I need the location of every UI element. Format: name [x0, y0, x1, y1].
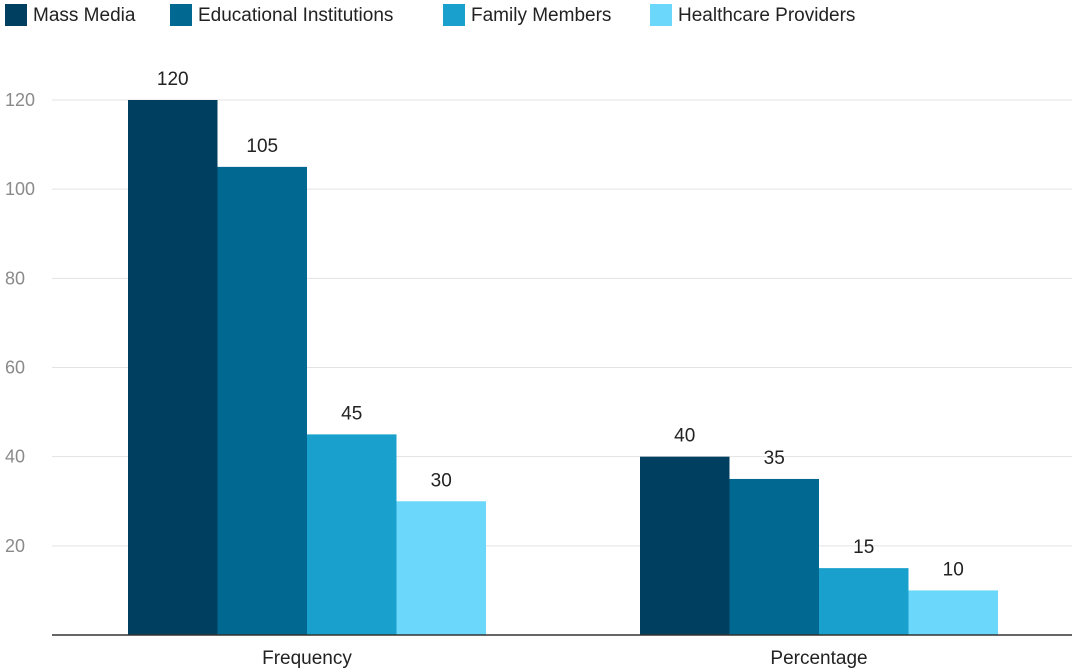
legend-label-3: Healthcare Providers	[678, 5, 855, 26]
data-label: 30	[431, 470, 452, 491]
legend-label-1: Educational Institutions	[198, 5, 393, 26]
y-tick-label: 120	[5, 90, 35, 110]
bar-frequency-2	[307, 434, 397, 635]
bar-frequency-1	[217, 166, 307, 635]
y-tick-label: 80	[5, 268, 25, 288]
y-tick-label: 60	[5, 358, 25, 378]
legend: Mass Media Educational Institutions Family…	[5, 4, 855, 26]
bar-percentage-1	[729, 478, 819, 635]
legend-swatch-0	[5, 4, 27, 26]
legend-swatch-2	[443, 4, 465, 26]
data-label: 15	[853, 537, 874, 558]
bar-frequency-0	[128, 100, 218, 635]
data-label: 35	[764, 448, 785, 469]
bar-percentage-0	[640, 456, 730, 635]
y-tick-label: 20	[5, 536, 25, 556]
data-label: 40	[674, 426, 695, 447]
x-axis: Frequency Percentage	[52, 634, 1072, 669]
data-label: 10	[943, 559, 964, 580]
data-label: 45	[341, 403, 362, 424]
y-axis: 20 40 60 80 100 120	[5, 90, 35, 556]
legend-label-2: Family Members	[471, 5, 611, 26]
legend-swatch-1	[170, 4, 192, 26]
legend-swatch-3	[650, 4, 672, 26]
legend-label-0: Mass Media	[33, 5, 136, 26]
bars: 120 105 45 30 40 35 15 10	[128, 69, 998, 635]
x-category-label: Frequency	[262, 648, 352, 669]
data-label: 120	[157, 69, 189, 90]
bar-percentage-3	[908, 590, 998, 635]
y-tick-label: 100	[5, 179, 35, 199]
x-category-label: Percentage	[770, 648, 867, 669]
y-tick-label: 40	[5, 447, 25, 467]
data-label: 105	[246, 136, 278, 157]
bar-percentage-2	[819, 568, 909, 635]
bar-frequency-3	[396, 501, 486, 635]
